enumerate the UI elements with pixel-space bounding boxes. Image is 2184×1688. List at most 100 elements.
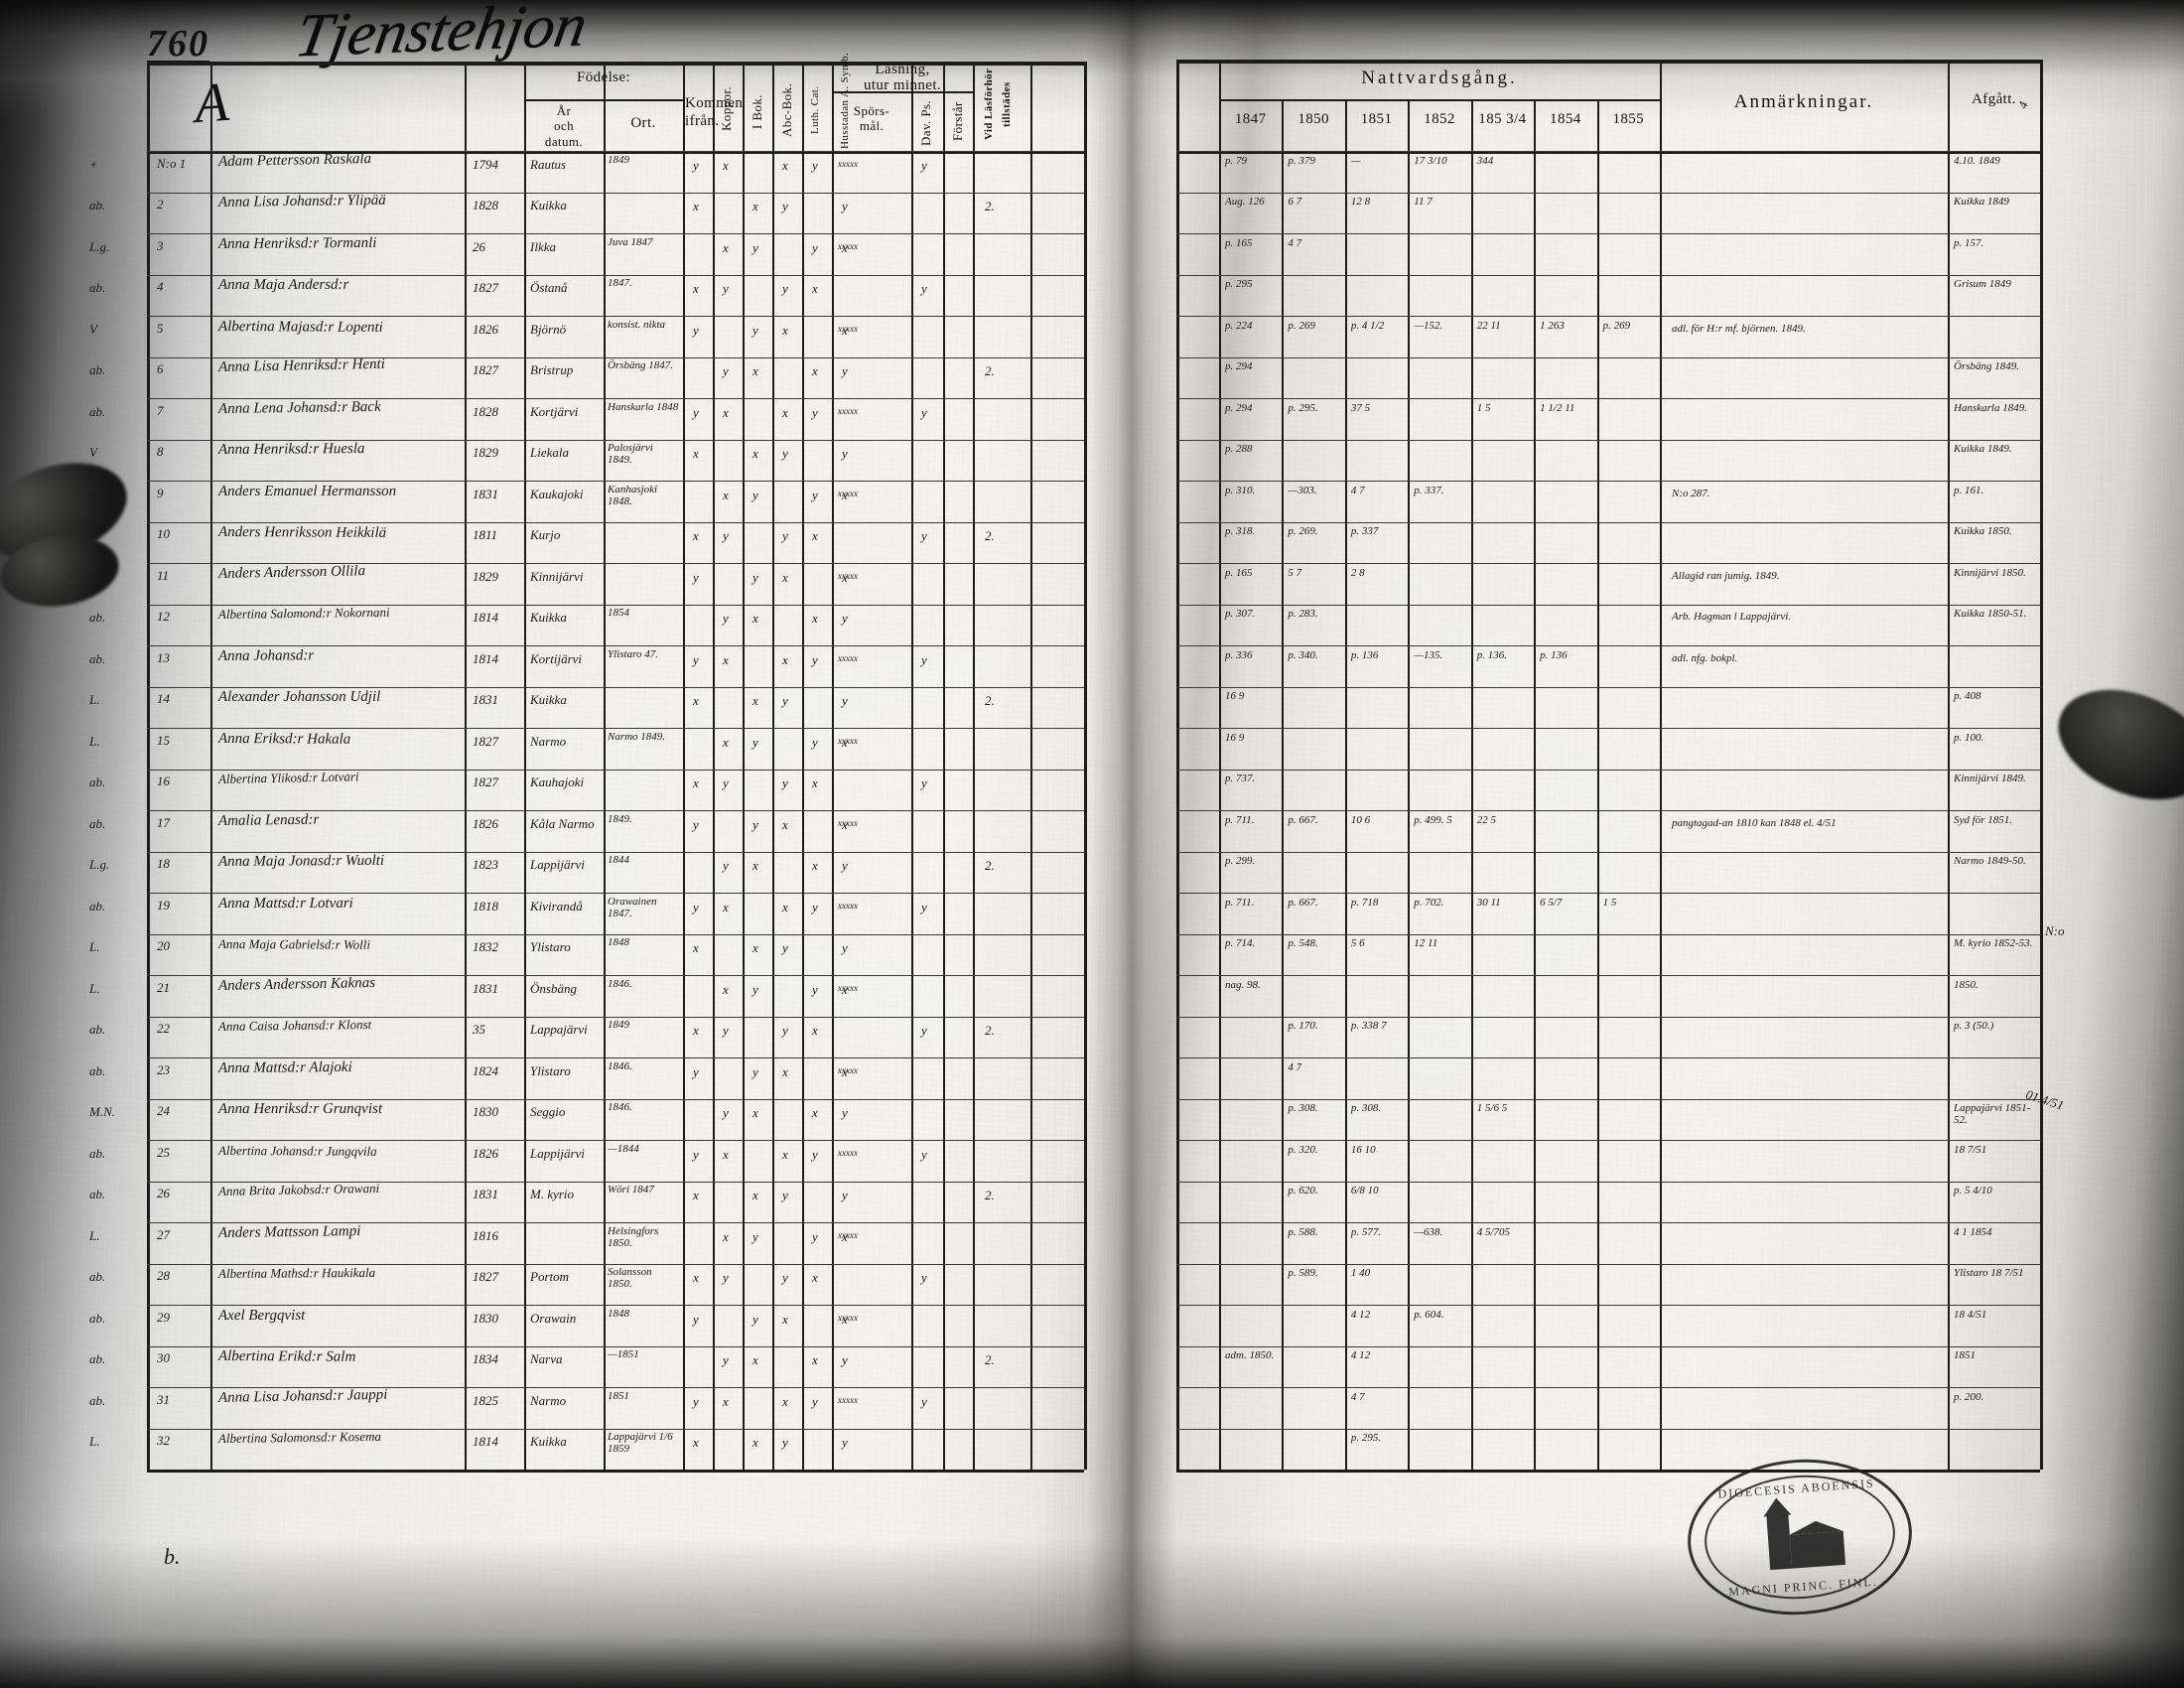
entry-communion-185 3/4: 22 11: [1476, 319, 1501, 332]
entry-name: Albertina Majasd:r Lopenti: [217, 318, 383, 336]
row-number: 7: [157, 402, 164, 418]
entry-attendance-mark: 2.: [985, 693, 995, 709]
entry-reading-mark: y: [752, 569, 758, 585]
grid-line: [147, 604, 1084, 606]
entry-birth-year: 1814: [473, 650, 498, 666]
grid-line: [465, 62, 467, 1470]
entry-moved-from: 1849: [608, 1019, 629, 1032]
entry-david-mark: y: [921, 775, 927, 791]
entry-birth-year: 1824: [473, 1062, 498, 1078]
entry-communion-1851: 12 8: [1350, 196, 1371, 209]
entry-memory-marks: xxxxx: [838, 1394, 858, 1405]
row-prefix-mark: ab.: [89, 610, 106, 626]
entry-reading-mark: y: [812, 239, 818, 255]
entry-communion-1855: 1 5: [1602, 896, 1617, 909]
entry-communion-1847: p. 79: [1225, 154, 1247, 167]
entry-reading-mark: x: [812, 611, 818, 627]
entry-communion-1847: p. 165: [1225, 236, 1253, 249]
entry-attendance-mark: 2.: [985, 858, 995, 874]
entry-birth-year: 1828: [473, 198, 498, 213]
entry-birth-year: 1827: [473, 362, 498, 378]
entry-reading-mark: x: [693, 281, 699, 297]
grid-line: [1176, 1263, 2040, 1265]
entry-remarks: adl. för H:r mf. björnen. 1849.: [1672, 322, 1806, 335]
row-prefix-mark: ab.: [89, 280, 106, 296]
row-prefix-mark: L.: [89, 733, 100, 749]
entry-departed: Kinnijärvi 1850.: [1954, 566, 2026, 579]
row-prefix-mark: ab.: [89, 650, 106, 666]
row-prefix-mark: ab.: [89, 1022, 106, 1038]
header-understands: Förstår: [950, 101, 965, 141]
grid-line: [802, 62, 804, 1470]
grid-line: [147, 686, 1084, 688]
grid-line: [1176, 1098, 2040, 1100]
row-number: 17: [157, 814, 170, 830]
grid-line: [1176, 481, 2040, 482]
entry-departed: Hanskarla 1849.: [1954, 401, 2027, 414]
entry-moved-from: Solansson 1850.: [608, 1266, 652, 1291]
entry-birth-place: Ylistaro: [530, 1062, 571, 1078]
entry-memory-marks: xxxxx: [838, 1312, 858, 1323]
grid-line: [1948, 60, 1950, 1470]
entry-reading-mark: y: [782, 1270, 788, 1286]
entry-communion-1847: p. 336: [1225, 648, 1253, 661]
grid-line: [1176, 686, 2040, 688]
entry-moved-from: Ylistaro 47.: [608, 647, 658, 660]
grid-line: [147, 356, 1084, 358]
entry-reading-mark: x: [812, 858, 818, 874]
grid-line: [1176, 356, 2040, 358]
entry-reading-mark: x: [782, 1393, 788, 1409]
entry-birth-place: Orawain: [530, 1310, 577, 1326]
entry-communion-185 3/4: 344: [1476, 154, 1494, 167]
grid-line: [772, 62, 774, 1470]
entry-departed: p. 100.: [1954, 731, 1984, 744]
entry-reading-mark: y: [782, 775, 788, 791]
entry-departed: 4.10. 1849: [1954, 154, 2000, 167]
grid-line: [832, 91, 973, 93]
entry-reading-mark: x: [723, 651, 729, 667]
entry-moved-from: 1844: [608, 854, 629, 867]
row-prefix-mark: V: [89, 445, 97, 461]
entry-reading-mark: y: [723, 1105, 729, 1121]
entry-communion-1852: p. 604.: [1414, 1308, 1444, 1321]
entry-birth-year: 1829: [473, 445, 498, 461]
entry-reading-mark: y: [723, 528, 729, 544]
entry-departed: M. kyrio 1852-53.: [1954, 937, 2033, 950]
grid-line: [713, 62, 715, 1470]
header-luth-cat: Luth. Cat.: [809, 85, 821, 135]
grid-line: [1030, 62, 1032, 1470]
row-prefix-mark: ab.: [89, 774, 106, 790]
grid-line: [524, 62, 526, 1470]
entry-departed: p. 5 4/10: [1954, 1185, 1992, 1197]
row-number: 12: [157, 609, 170, 625]
entry-reading-mark: x: [752, 1188, 758, 1203]
entry-communion-1847: p. 295: [1225, 278, 1253, 291]
entry-reading-mark: x: [752, 1352, 758, 1368]
entry-departed: p. 3 (50.): [1954, 1020, 1994, 1033]
entry-communion-1847: p. 224: [1225, 319, 1253, 332]
entry-communion-1851: 4 12: [1350, 1308, 1371, 1321]
entry-birth-year: 1830: [473, 1104, 498, 1120]
entry-departed: Kuikka 1850-51.: [1954, 608, 2027, 621]
entry-david-mark: y: [921, 899, 927, 914]
entry-name: Anna Caisa Johansd:r Klonst: [217, 1017, 372, 1035]
row-number: 21: [157, 979, 170, 995]
grid-line: [147, 563, 1084, 564]
grid-line: [2040, 60, 2043, 1470]
entry-departed: 1850.: [1954, 978, 1979, 991]
entry-communion-1850: p. 620.: [1288, 1185, 1318, 1197]
entry-reading-mark: x: [782, 1063, 788, 1079]
entry-communion-1854: p. 136: [1540, 648, 1568, 661]
grid-line: [147, 728, 1084, 729]
row-prefix-mark: +: [89, 156, 98, 172]
entry-communion-1847: p. 307.: [1225, 608, 1256, 621]
entry-name: Anna Johansd:r: [217, 647, 315, 664]
entry-moved-from: 1848: [608, 936, 629, 949]
entry-birth-year: 1829: [473, 568, 498, 584]
grid-line: [1176, 1140, 2040, 1141]
entry-communion-1851: p. 718: [1350, 896, 1379, 909]
entry-reading-mark: x: [842, 487, 848, 502]
row-number: 30: [157, 1350, 170, 1366]
entry-communion-1851: 4 7: [1350, 1390, 1365, 1403]
